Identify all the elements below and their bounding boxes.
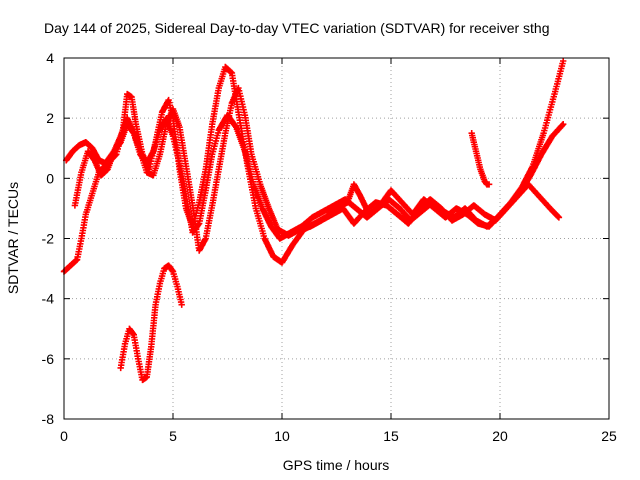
y-tick-label: 2: [46, 110, 54, 126]
ticks-layer: [63, 57, 610, 420]
series-markers: [60, 57, 567, 275]
tick-labels-layer: 0 5 10 15 20 25 -8 -6 -4 -2 0 2 4: [42, 50, 617, 444]
x-tick-label: 15: [383, 428, 399, 444]
y-tick-label: 4: [46, 50, 54, 66]
x-tick-label: 5: [169, 428, 177, 444]
series-markers: [468, 130, 493, 188]
y-tick-label: -6: [42, 351, 55, 367]
series-markers: [117, 262, 185, 384]
x-tick-label: 20: [492, 428, 508, 444]
x-tick-label: 10: [274, 428, 290, 444]
grid-layer: [64, 58, 609, 419]
x-tick-label: 25: [601, 428, 617, 444]
chart-title: Day 144 of 2025, Sidereal Day-to-day VTE…: [44, 20, 550, 36]
y-tick-label: -2: [42, 231, 55, 247]
x-axis-label: GPS time / hours: [283, 457, 390, 473]
series-markers: [71, 84, 563, 254]
data-points-layer: [60, 57, 567, 384]
y-tick-label: -4: [42, 291, 55, 307]
y-axis-label: SDTVAR / TECUs: [5, 182, 21, 294]
series-track-a: [60, 57, 567, 275]
series-track-c: [71, 84, 563, 254]
series-track-d: [117, 262, 185, 384]
y-tick-label: 0: [46, 170, 54, 186]
x-tick-label: 0: [60, 428, 68, 444]
series-track-e: [468, 130, 493, 188]
y-tick-label: -8: [42, 411, 55, 427]
